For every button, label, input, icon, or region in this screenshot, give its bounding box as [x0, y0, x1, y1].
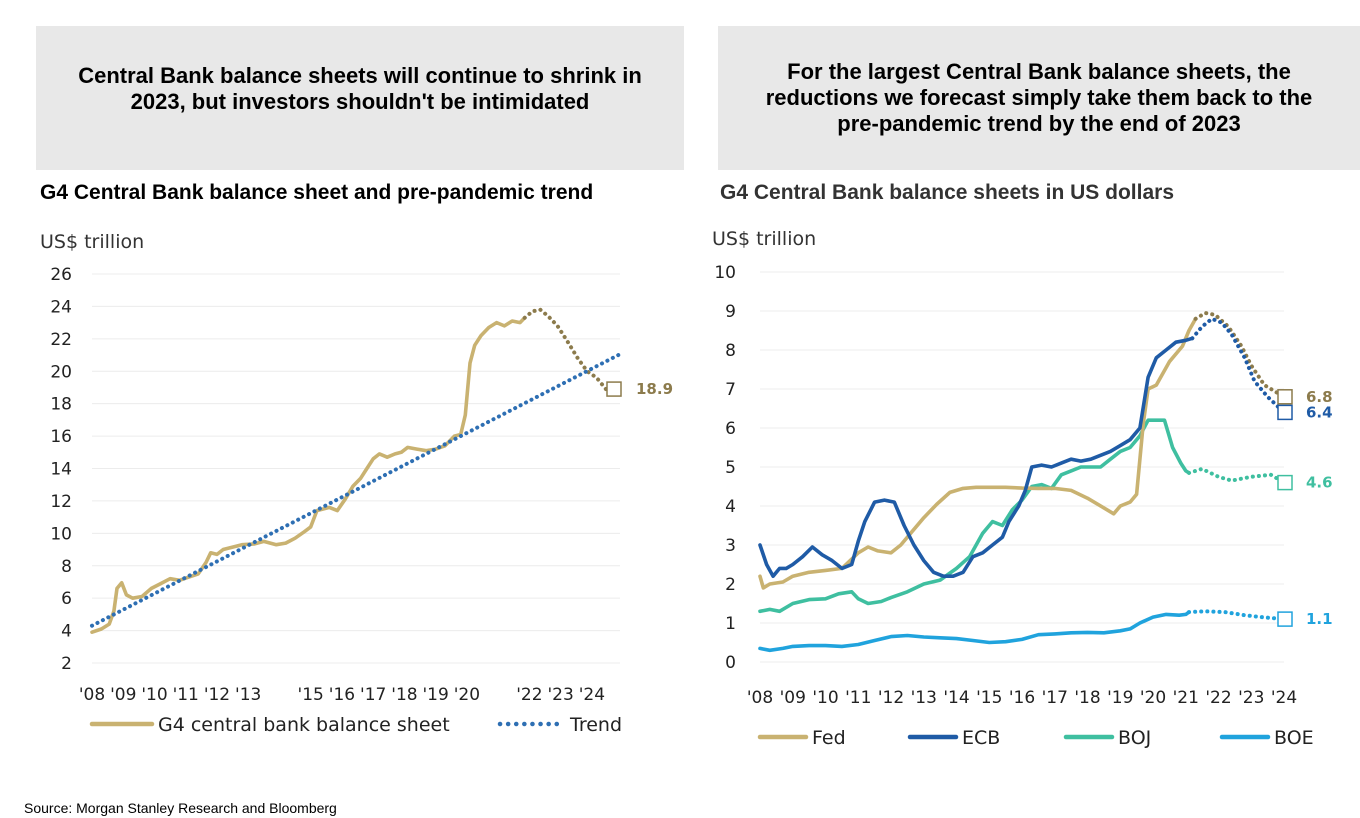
end-value-labels: 18.9 — [606, 380, 673, 398]
x-tick-labels: '08'09'10'11'12'13'15'16'17'18'19'20'22 '… — [79, 685, 605, 705]
x-tick-label: '10 — [141, 685, 167, 705]
x-tick-label: '17 — [360, 685, 386, 705]
gridlines — [92, 273, 620, 664]
chart-title-right: G4 Central Bank balance sheets in US dol… — [720, 181, 1174, 204]
series-lines — [90, 307, 621, 634]
end-value-18-9: 18.9 — [636, 380, 673, 398]
x-tick-label: '18 — [391, 685, 417, 705]
headline-banner-left: Central Bank balance sheets will continu… — [36, 26, 684, 170]
x-tick-label: '20 — [454, 685, 480, 705]
headline-banner-right: For the largest Central Bank balance she… — [718, 26, 1360, 170]
y-tick-label: 4 — [61, 622, 72, 642]
series-line-trend — [90, 353, 621, 628]
y-tick-label: 24 — [50, 297, 72, 317]
y-tick-label: 14 — [50, 460, 72, 480]
headline-left-text: Central Bank balance sheets will continu… — [78, 63, 642, 114]
y-tick-label: 26 — [50, 265, 72, 285]
y-tick-label: 6 — [61, 589, 72, 609]
y-tick-label: 10 — [50, 524, 72, 544]
x-tick-label: '15 — [298, 685, 324, 705]
x-tick-label: '23 — [547, 685, 573, 705]
legend-label-trend: Trend — [569, 714, 622, 736]
headline-right-text: For the largest Central Bank balance she… — [765, 59, 1313, 136]
y-tick-label: 22 — [50, 330, 72, 350]
x-tick-label: '08 — [79, 685, 105, 705]
legend: G4 central bank balance sheet Trend — [89, 714, 622, 736]
x-tick-label: '13 — [235, 685, 261, 705]
y-tick-label: 20 — [50, 362, 72, 382]
x-tick-label: '22 — [516, 685, 542, 705]
y-tick-label: 8 — [61, 557, 72, 577]
y-tick-label: 2 — [61, 654, 72, 674]
y-tick-label: 12 — [50, 492, 72, 512]
end-marker-18-9 — [606, 381, 622, 397]
source-note: Source: Morgan Stanley Research and Bloo… — [24, 800, 337, 816]
legend-label-g4-central-bank-balance-sheet: G4 central bank balance sheet — [158, 714, 450, 736]
x-tick-label: '11 — [173, 685, 199, 705]
x-tick-label: '19 — [423, 685, 449, 705]
series-line-g4-central-bank-balance-sheet — [90, 316, 527, 634]
x-tick-label: '12 — [204, 685, 230, 705]
x-tick-label: '09 — [110, 685, 136, 705]
chart-title-left: G4 Central Bank balance sheet and pre-pa… — [40, 181, 594, 204]
y-tick-label: 16 — [50, 427, 72, 447]
y-tick-label: 18 — [50, 395, 72, 415]
x-tick-label: '16 — [329, 685, 355, 705]
series-line-g4-forecast — [522, 307, 608, 392]
x-tick-label: '24 — [579, 685, 605, 705]
y-axis-unit-label: US$ trillion — [40, 231, 144, 253]
